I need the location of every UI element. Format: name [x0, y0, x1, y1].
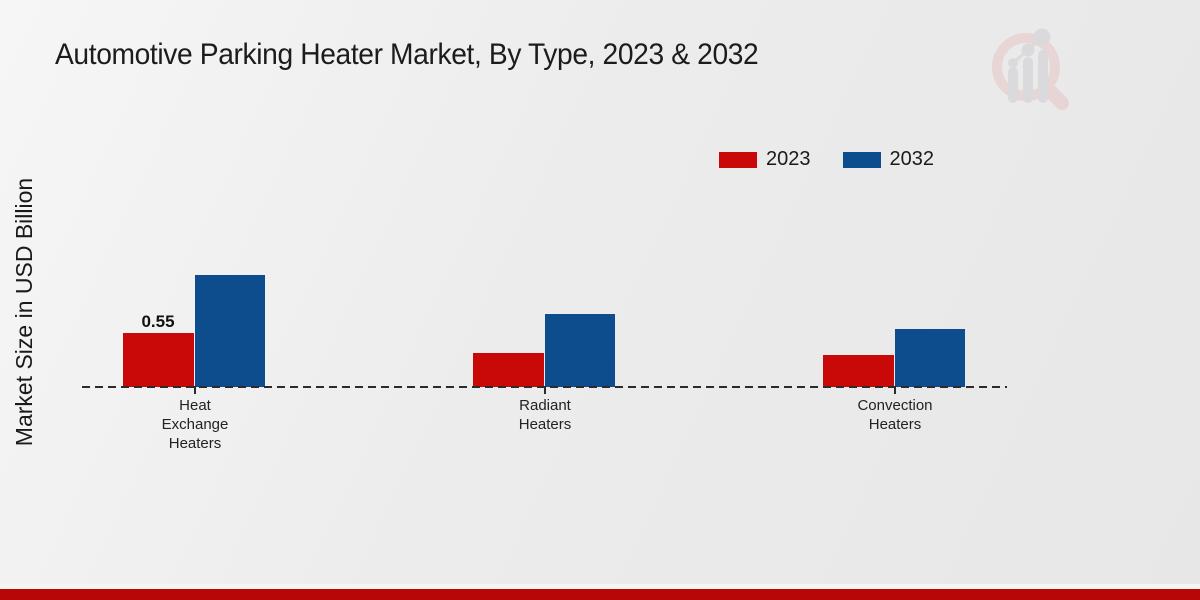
category-label: Heat Exchange Heaters: [161, 397, 229, 452]
legend-swatch-2032: [842, 151, 881, 168]
category-label: Convection Heaters: [857, 397, 933, 433]
legend-label-2023: 2023: [766, 148, 811, 170]
chart-title: Automotive Parking Heater Market, By Typ…: [55, 38, 759, 71]
bar-2032-1[interactable]: [545, 314, 615, 387]
legend-label-2032: 2032: [889, 148, 935, 170]
bar-2023-0[interactable]: [123, 333, 194, 387]
bar-2023-1[interactable]: [473, 353, 544, 387]
footer-light-strip: [0, 584, 1200, 589]
legend: 2023 2032: [719, 148, 934, 171]
bar-value-label: 0.55: [141, 312, 175, 331]
legend-swatch-2023: [719, 151, 757, 168]
x-axis-tick: [544, 386, 546, 394]
x-axis-tick: [894, 386, 896, 394]
legend-item-2023[interactable]: 2023: [719, 148, 811, 171]
bar-2023-2[interactable]: [823, 355, 894, 387]
magnifier-bar-chart-watermark-icon: [992, 28, 1069, 110]
bar-2032-2[interactable]: [895, 329, 965, 387]
footer-accent-bar: [0, 589, 1200, 600]
legend-item-2032[interactable]: 2032: [842, 148, 935, 171]
bar-2032-0[interactable]: [195, 275, 265, 387]
category-label: Radiant Heaters: [518, 397, 572, 433]
x-axis-tick: [194, 386, 196, 394]
